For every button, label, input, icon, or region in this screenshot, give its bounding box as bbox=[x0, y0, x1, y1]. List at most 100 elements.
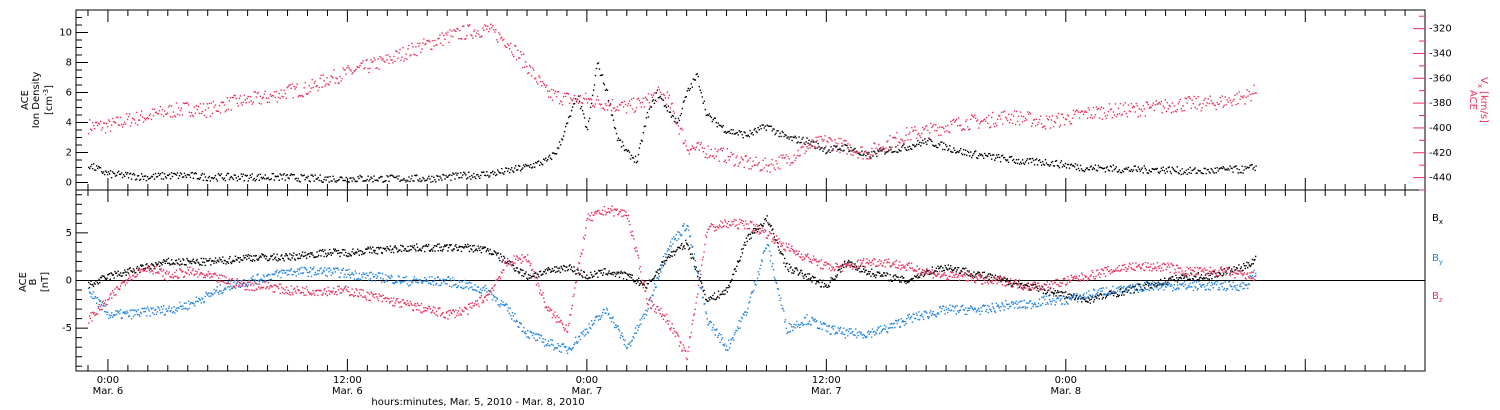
density-point bbox=[906, 149, 908, 152]
bx-point bbox=[1253, 259, 1255, 262]
density-point bbox=[532, 166, 534, 168]
bx-point bbox=[309, 252, 312, 254]
bx-point bbox=[119, 274, 121, 277]
bx-point bbox=[1080, 298, 1082, 300]
by-point bbox=[596, 315, 598, 317]
vx-point bbox=[384, 61, 386, 63]
density-point bbox=[1157, 171, 1159, 173]
bx-point bbox=[780, 251, 782, 253]
vx-point bbox=[1220, 100, 1222, 103]
bx-point bbox=[89, 283, 91, 285]
by-point bbox=[191, 302, 194, 304]
density-point bbox=[380, 175, 382, 178]
density-point bbox=[137, 175, 140, 177]
bx-point bbox=[313, 256, 315, 258]
density-point bbox=[485, 174, 487, 177]
vx-point bbox=[417, 42, 419, 44]
bx-point bbox=[1129, 292, 1132, 294]
by-point bbox=[166, 310, 168, 313]
bx-point bbox=[391, 249, 393, 251]
bx-point bbox=[277, 260, 279, 262]
by-point bbox=[606, 309, 609, 311]
density-point bbox=[1120, 172, 1123, 174]
bx-point bbox=[107, 274, 109, 276]
bx-point bbox=[1163, 282, 1165, 285]
vx-point bbox=[195, 105, 198, 107]
bx-point bbox=[241, 259, 243, 261]
density-point bbox=[206, 179, 209, 182]
bx-point bbox=[1092, 296, 1094, 299]
density-point bbox=[450, 179, 452, 181]
bx-point bbox=[131, 270, 133, 273]
bx-point bbox=[555, 266, 558, 268]
bx-point bbox=[689, 247, 691, 249]
bx-point bbox=[673, 250, 675, 252]
density-point bbox=[837, 148, 839, 151]
by-point bbox=[547, 340, 550, 342]
density-point bbox=[191, 171, 194, 174]
density-point bbox=[1109, 165, 1112, 167]
bx-point bbox=[863, 271, 866, 273]
vx-point bbox=[1117, 107, 1120, 110]
density-point bbox=[670, 116, 673, 118]
vx-point bbox=[151, 108, 154, 110]
bx-point bbox=[196, 258, 198, 261]
vx-point bbox=[231, 96, 234, 99]
bx-point bbox=[1033, 283, 1035, 286]
density-point bbox=[289, 174, 291, 176]
by-point bbox=[309, 267, 312, 269]
bx-point bbox=[687, 244, 689, 247]
density-point bbox=[1159, 170, 1161, 173]
bx-point bbox=[814, 276, 816, 279]
density-point bbox=[517, 169, 519, 171]
density-point bbox=[273, 179, 275, 181]
bx-point bbox=[867, 270, 870, 273]
by-point bbox=[206, 293, 208, 295]
bx-point bbox=[594, 273, 597, 275]
bx-point bbox=[309, 255, 311, 258]
bx-point bbox=[1097, 295, 1100, 297]
bx-point bbox=[186, 257, 188, 260]
bx-point bbox=[515, 267, 518, 269]
vx-point bbox=[551, 99, 554, 101]
density-point bbox=[563, 131, 566, 133]
by-point bbox=[127, 312, 129, 314]
bx-point bbox=[165, 260, 167, 262]
by-point bbox=[323, 270, 325, 273]
bx-point bbox=[182, 258, 184, 260]
by-point bbox=[221, 292, 223, 295]
density-point bbox=[481, 171, 483, 173]
vx-point bbox=[1235, 103, 1237, 106]
bx-point bbox=[428, 249, 431, 252]
vx-point bbox=[429, 41, 431, 43]
by-point bbox=[628, 343, 630, 345]
vx-point bbox=[1044, 128, 1047, 130]
vx-point bbox=[712, 155, 714, 157]
bx-point bbox=[1183, 277, 1185, 280]
bx-point bbox=[318, 250, 321, 252]
density-point bbox=[377, 180, 379, 182]
density-point bbox=[638, 147, 641, 149]
by-point bbox=[309, 271, 311, 273]
vx-point bbox=[835, 142, 837, 144]
bx-point bbox=[1149, 287, 1151, 289]
bx-point bbox=[570, 266, 573, 268]
bx-point bbox=[625, 272, 627, 275]
bx-point bbox=[582, 270, 585, 273]
density-point bbox=[436, 175, 438, 177]
bx-point bbox=[304, 251, 306, 254]
density-point bbox=[406, 179, 408, 181]
vx-point bbox=[536, 81, 538, 83]
density-point bbox=[92, 167, 94, 170]
bx-point bbox=[783, 262, 785, 264]
density-point bbox=[507, 170, 509, 172]
bx-point bbox=[835, 276, 838, 278]
vx-point bbox=[1224, 96, 1226, 98]
density-point bbox=[361, 176, 363, 178]
density-point bbox=[894, 150, 896, 153]
bx-point bbox=[893, 274, 895, 277]
density-point bbox=[502, 172, 504, 174]
bx-point bbox=[181, 263, 183, 265]
by-point bbox=[608, 313, 610, 315]
vx-point bbox=[130, 122, 133, 124]
